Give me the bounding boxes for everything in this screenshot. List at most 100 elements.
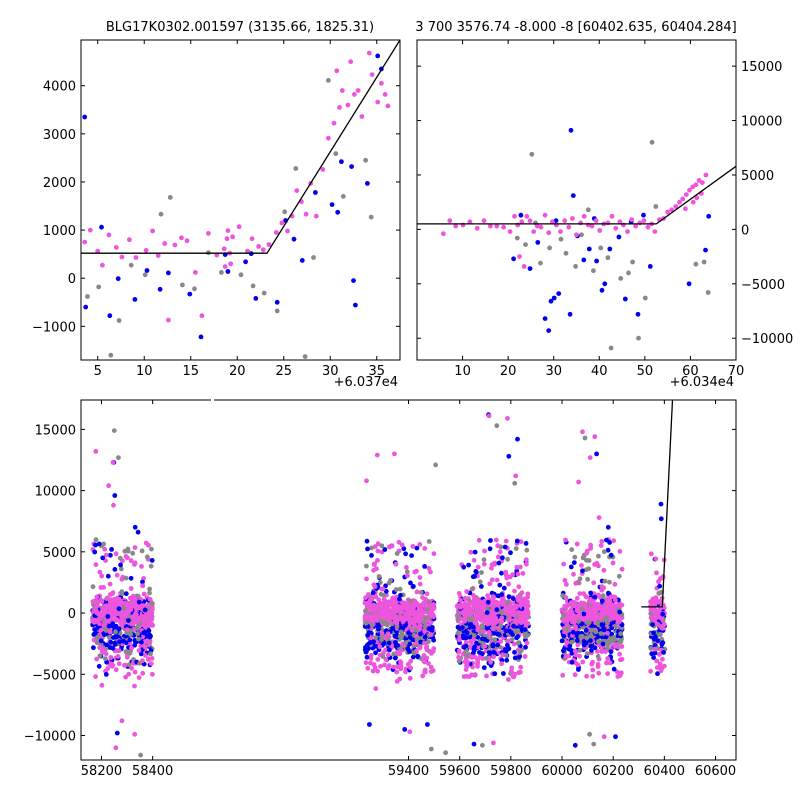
point-a (601, 585, 607, 591)
point-a (117, 612, 123, 617)
point-a (428, 569, 433, 575)
point-a (260, 247, 266, 253)
point-a (564, 622, 570, 628)
point-a (421, 658, 427, 664)
model-line (641, 400, 674, 608)
point-a (562, 603, 568, 609)
point-a (334, 68, 340, 74)
point-c (601, 549, 607, 555)
point-a (490, 594, 496, 599)
point-a (512, 619, 518, 625)
point-a (93, 449, 99, 454)
point-b (109, 547, 114, 552)
point-c (503, 652, 509, 658)
x-tick-label: 60200 (593, 764, 634, 779)
point-a (645, 224, 651, 230)
point-a (456, 654, 461, 660)
point-a (518, 664, 524, 670)
point-c (102, 656, 108, 661)
point-c (116, 318, 122, 323)
point-a (478, 599, 484, 605)
point-a (609, 605, 615, 610)
point-a (313, 213, 319, 219)
point-c (471, 633, 477, 638)
point-a (100, 262, 105, 268)
point-a (132, 545, 138, 550)
point-c (701, 259, 707, 265)
point-a (525, 621, 531, 626)
point-c (148, 563, 154, 569)
point-a (417, 575, 423, 580)
point-a (99, 599, 105, 605)
point-a (428, 620, 434, 625)
point-c (363, 157, 368, 163)
x-tick-label: 59400 (388, 764, 429, 779)
point-b (514, 538, 520, 544)
point-a (615, 669, 620, 675)
point-a (489, 577, 495, 583)
point-c (477, 579, 483, 585)
x-tick-label: 70 (728, 364, 745, 379)
point-b (503, 628, 509, 634)
point-a (465, 659, 470, 665)
point-a (516, 670, 521, 676)
point-a (655, 622, 661, 627)
point-b (422, 564, 427, 569)
data-points (441, 127, 712, 351)
point-a (694, 195, 700, 201)
point-a (140, 658, 145, 664)
y-tick-label: 0 (68, 607, 76, 622)
point-b (93, 542, 98, 548)
point-a (468, 549, 474, 555)
point-b (114, 730, 120, 736)
point-a (568, 608, 573, 614)
x-offset-label: +6.034e4 (670, 375, 734, 390)
point-a (625, 229, 630, 235)
point-c (456, 658, 462, 664)
point-c (596, 553, 601, 559)
point-a (564, 640, 569, 645)
point-a (94, 604, 99, 610)
point-a (523, 613, 529, 618)
point-c (274, 308, 280, 314)
point-a (574, 605, 580, 611)
point-a (524, 640, 530, 646)
point-a (359, 114, 365, 119)
point-c (134, 593, 140, 599)
point-a (699, 180, 705, 186)
point-a (468, 639, 474, 644)
point-b (369, 553, 374, 558)
point-a (422, 667, 428, 673)
point-a (571, 571, 576, 577)
point-b (415, 653, 421, 659)
y-tick-label: 10000 (35, 485, 76, 500)
point-a (101, 585, 106, 590)
point-c (617, 639, 623, 645)
point-b (429, 628, 435, 634)
point-a (503, 538, 509, 544)
point-a (484, 618, 490, 623)
point-c (147, 586, 153, 592)
point-a (518, 602, 524, 608)
point-a (619, 644, 625, 649)
point-c (192, 286, 197, 292)
point-b (703, 247, 708, 253)
point-a (405, 573, 410, 579)
point-a (512, 671, 518, 677)
point-a (690, 199, 696, 205)
point-a (364, 478, 369, 484)
point-c (479, 570, 484, 575)
point-a (500, 652, 505, 658)
point-b (187, 291, 193, 297)
point-a (230, 234, 236, 240)
point-c (384, 621, 389, 627)
x-tick-label: 30 (545, 364, 562, 379)
point-a (429, 651, 434, 656)
point-b (473, 569, 479, 574)
point-a (507, 229, 513, 235)
point-b (82, 114, 88, 120)
point-a (652, 646, 658, 652)
x-offset-label: +6.037e4 (334, 375, 398, 390)
panel-top-left: BLG17K0302.001597 (3135.66, 1825.31) +6.… (32, 20, 401, 390)
point-b (599, 287, 605, 293)
